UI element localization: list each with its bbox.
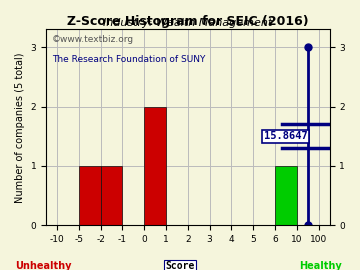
Bar [144, 106, 166, 225]
Text: 15.8647: 15.8647 [264, 131, 308, 141]
Bar [100, 166, 122, 225]
Text: Industry: Wealth Management: Industry: Wealth Management [103, 18, 273, 28]
Bar [79, 166, 100, 225]
Text: Score: Score [165, 261, 195, 270]
Title: Z-Score Histogram for SEIC (2016): Z-Score Histogram for SEIC (2016) [67, 15, 309, 28]
Text: ©www.textbiz.org: ©www.textbiz.org [52, 35, 134, 44]
Bar [275, 166, 297, 225]
Text: Unhealthy: Unhealthy [15, 261, 71, 270]
Y-axis label: Number of companies (5 total): Number of companies (5 total) [15, 52, 25, 202]
Text: The Research Foundation of SUNY: The Research Foundation of SUNY [52, 55, 205, 64]
Text: Healthy: Healthy [299, 261, 342, 270]
